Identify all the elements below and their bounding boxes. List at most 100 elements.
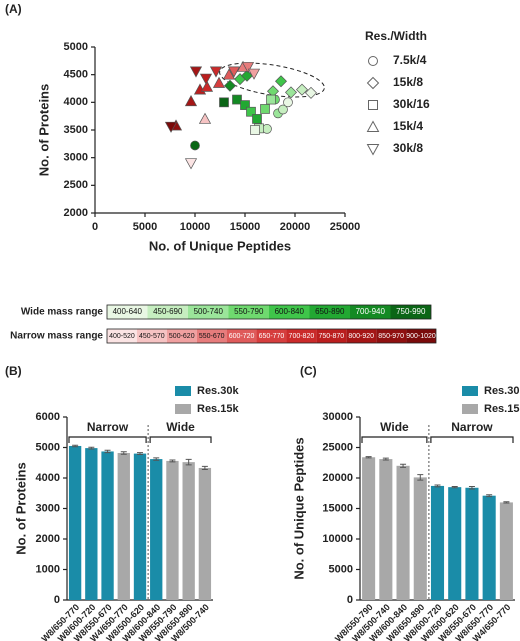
mass-range-label: 450-690 xyxy=(153,307,183,316)
mass-range-swatch xyxy=(107,305,148,319)
group-bracket xyxy=(68,436,147,443)
mass-range-swatch xyxy=(147,305,188,319)
data-point xyxy=(285,86,297,99)
data-point xyxy=(190,140,200,151)
bar xyxy=(482,495,496,600)
group-label: Wide xyxy=(166,420,195,434)
mass-range-swatch xyxy=(226,329,257,343)
y-tick-label: 20000 xyxy=(322,472,353,484)
x-tick-label: 0 xyxy=(92,221,98,233)
data-point xyxy=(278,104,288,115)
mass-range-swatch xyxy=(136,329,167,343)
mass-range-frame xyxy=(106,328,437,344)
mass-range-frame xyxy=(106,304,432,320)
panel-label: (B) xyxy=(5,364,22,378)
mass-range-label: 750-870 xyxy=(318,333,344,340)
y-tick-label: 5000 xyxy=(36,441,60,453)
data-point xyxy=(262,124,272,134)
group-label: Wide xyxy=(380,420,409,434)
y-tick-label: 5000 xyxy=(329,563,353,575)
data-point xyxy=(283,97,293,108)
legend-label: 30k/8 xyxy=(393,141,423,155)
mass-range-swatch xyxy=(166,329,197,343)
y-tick-label: 3500 xyxy=(64,124,88,136)
group-label: Narrow xyxy=(451,420,493,434)
error-bar xyxy=(503,501,510,504)
legend-label: 7.5k/4 xyxy=(393,53,427,67)
mass-range-label: 650-890 xyxy=(315,307,345,316)
legend-label: Res.30k xyxy=(197,385,239,397)
error-bar xyxy=(104,449,111,454)
bar xyxy=(430,485,445,600)
mass-range-label: 650-770 xyxy=(259,333,285,340)
legend-swatch xyxy=(175,386,191,396)
data-point xyxy=(250,125,260,135)
y-axis-label: No. of Proteins xyxy=(13,462,28,554)
error-bar xyxy=(365,456,372,459)
legend-label: 30k/16 xyxy=(393,97,430,111)
group-bracket xyxy=(149,436,212,443)
data-point xyxy=(219,97,229,108)
mass-range-swatch xyxy=(107,329,137,343)
data-point xyxy=(232,94,242,105)
bar xyxy=(182,462,195,600)
error-bar xyxy=(382,457,389,461)
mass-range-label: 550-790 xyxy=(234,307,264,316)
legend-swatch xyxy=(462,404,478,414)
data-point xyxy=(296,83,308,96)
mass-range-label: 750-990 xyxy=(396,307,426,316)
y-tick-label: 2000 xyxy=(36,533,60,545)
mass-range-swatch xyxy=(346,329,377,343)
data-point xyxy=(266,94,276,105)
group-bracket xyxy=(430,436,514,443)
error-bar xyxy=(468,486,475,490)
mass-range-swatch xyxy=(376,329,407,343)
bar xyxy=(101,451,114,600)
mass-range-label: 600-840 xyxy=(275,307,305,316)
mass-range-label: 700-820 xyxy=(289,333,315,340)
data-point xyxy=(224,79,236,92)
data-point xyxy=(222,68,236,80)
group-label: Narrow xyxy=(87,420,129,434)
y-tick-label: 25000 xyxy=(322,441,353,453)
mass-range-swatch xyxy=(188,305,229,319)
mass-range-swatch xyxy=(269,305,310,319)
bar xyxy=(133,453,147,600)
bar xyxy=(499,502,513,600)
legend-label: Res.30k xyxy=(484,385,520,397)
bar xyxy=(379,459,393,600)
y-tick-label: 15000 xyxy=(322,502,353,514)
mass-range-label: 400-640 xyxy=(113,307,143,316)
legend-label: Res.15k xyxy=(197,403,239,415)
y-tick-label: 6000 xyxy=(36,411,60,423)
legend-label: 15k/4 xyxy=(393,119,423,133)
panel-label: (A) xyxy=(5,2,22,16)
bar xyxy=(396,465,410,600)
y-axis-label: No. of Proteins xyxy=(36,84,51,176)
mass-range-label: 550-670 xyxy=(199,333,225,340)
data-point xyxy=(200,80,214,92)
x-axis-label: No. of Unique Peptides xyxy=(149,238,291,253)
legend-marker xyxy=(366,120,380,132)
data-point xyxy=(260,104,270,114)
bar xyxy=(448,487,462,600)
data-point xyxy=(305,86,317,99)
legend-marker xyxy=(368,56,378,66)
data-point xyxy=(246,106,256,117)
error-bar xyxy=(120,451,127,455)
y-tick-label: 3000 xyxy=(36,502,60,514)
data-point xyxy=(247,68,261,80)
data-point xyxy=(241,62,255,74)
mass-range-swatch xyxy=(228,305,269,319)
data-point xyxy=(241,69,253,82)
legend-swatch xyxy=(462,386,478,396)
error-bar xyxy=(400,463,407,468)
data-point xyxy=(209,66,223,78)
mass-range-label: 800-920 xyxy=(348,333,374,340)
bar xyxy=(150,459,163,600)
y-tick-label: 3000 xyxy=(64,152,88,164)
y-tick-label: 30000 xyxy=(322,411,353,423)
y-tick-label: 5000 xyxy=(64,41,88,53)
bar xyxy=(198,467,212,600)
